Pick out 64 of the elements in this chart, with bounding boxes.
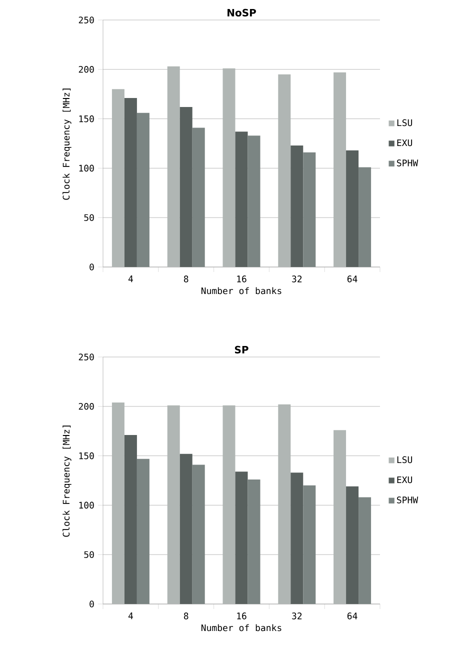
bar <box>112 402 124 604</box>
y-tick-label: 200 <box>78 66 94 73</box>
legend-label: LSU <box>397 119 412 126</box>
x-tick-label: 4 <box>128 612 133 620</box>
bar <box>303 485 316 604</box>
y-tick-label: 100 <box>79 502 94 509</box>
bar <box>112 89 124 267</box>
y-tick-label: 50 <box>84 551 94 558</box>
y-tick-label: 100 <box>79 164 94 172</box>
y-axis-title: Clock Frequency [MHz] <box>62 88 72 200</box>
y-tick-label: 150 <box>79 452 94 460</box>
bar <box>346 150 359 267</box>
x-tick-label: 32 <box>292 612 302 620</box>
bar <box>290 145 304 267</box>
x-tick-label: 16 <box>237 276 246 282</box>
legend-label: EXU <box>397 139 412 146</box>
bar <box>334 72 346 267</box>
y-axis-title: Clock Frequency [MHz] <box>62 426 72 537</box>
chart-title: NoSP <box>228 8 256 16</box>
x-tick-label: 32 <box>292 276 302 282</box>
y-tick-label: 50 <box>84 214 94 221</box>
y-tick-label: 200 <box>78 402 94 410</box>
bar <box>290 472 304 604</box>
y-tick-label: 250 <box>78 354 94 360</box>
bar <box>278 404 291 604</box>
chart-title: SP <box>234 346 248 354</box>
bar <box>346 486 359 604</box>
bar <box>235 132 248 267</box>
legend-label: SPHW <box>397 160 418 166</box>
x-axis-title: Number of banks <box>201 624 282 632</box>
bar <box>136 112 150 267</box>
bar <box>180 106 192 267</box>
bar <box>358 167 372 267</box>
x-tick-label: 16 <box>237 612 246 620</box>
bar <box>303 152 316 267</box>
bar <box>192 464 205 604</box>
bar <box>136 458 150 604</box>
legend-label: EXU <box>397 476 412 484</box>
y-tick-label: 0 <box>90 600 94 608</box>
bar <box>167 405 180 604</box>
bar <box>248 480 260 604</box>
bar <box>248 136 260 267</box>
x-tick-label: 8 <box>184 276 188 282</box>
x-tick-label: 64 <box>347 612 358 620</box>
bar <box>124 98 137 267</box>
x-tick-label: 4 <box>128 276 133 282</box>
y-tick-label: 150 <box>79 115 94 122</box>
bar <box>334 430 346 604</box>
y-tick-label: 0 <box>90 264 94 270</box>
bar <box>167 66 180 267</box>
bar <box>192 128 205 267</box>
y-tick-label: 250 <box>78 16 94 24</box>
bar <box>358 497 372 604</box>
bar <box>278 74 291 267</box>
x-tick-label: 8 <box>184 612 188 620</box>
bar <box>235 472 248 604</box>
bar <box>222 405 236 604</box>
bar <box>180 454 192 604</box>
legend-label: SPHW <box>397 496 418 504</box>
legend-label: LSU <box>397 456 412 464</box>
x-tick-label: 64 <box>347 276 358 282</box>
bar <box>222 68 236 267</box>
bar <box>124 435 137 604</box>
x-axis-title: Number of banks <box>201 287 282 294</box>
